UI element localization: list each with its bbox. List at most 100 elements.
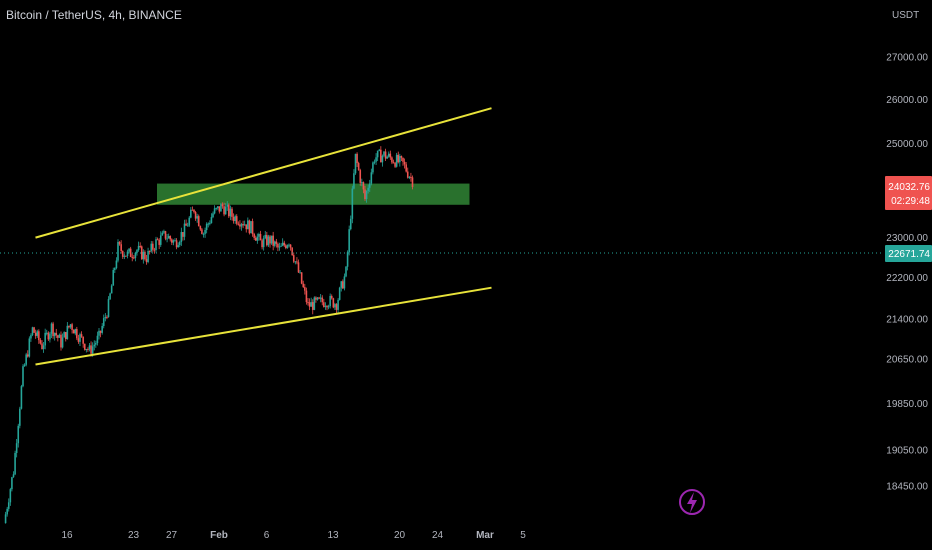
candle-up xyxy=(348,229,350,253)
candle-down xyxy=(384,151,387,159)
candle-up xyxy=(234,216,236,222)
candle-up xyxy=(280,245,282,247)
candle-up xyxy=(376,150,379,158)
candle-up xyxy=(9,489,12,503)
candle-down xyxy=(296,261,298,263)
candle-down xyxy=(362,182,365,190)
candle-up xyxy=(399,156,401,163)
price-tick-label: 19850.00 xyxy=(886,399,928,410)
candle-up xyxy=(117,241,119,261)
candle-down xyxy=(239,224,241,227)
candle-up xyxy=(123,255,126,257)
candle-up xyxy=(316,297,319,300)
time-tick-label: 20 xyxy=(394,530,406,541)
time-tick-label: 5 xyxy=(520,530,526,541)
candle-up xyxy=(196,216,198,219)
candle-down xyxy=(266,234,268,246)
candle-up xyxy=(44,332,46,346)
price-axis[interactable]: 27000.00 26000.00 25000.00 23000.00 22200.00… xyxy=(886,52,928,492)
candle-up xyxy=(102,318,105,327)
candle-up xyxy=(25,354,27,365)
candle-down xyxy=(34,332,37,336)
candle-up xyxy=(286,245,289,249)
candle-down xyxy=(131,256,134,258)
candle-down xyxy=(55,332,58,336)
candle-up xyxy=(345,266,347,277)
candle-up xyxy=(212,213,214,218)
support-resistance-zone[interactable] xyxy=(157,183,470,205)
price-tick-label: 25000.00 xyxy=(886,139,928,150)
lightning-bolt-icon[interactable] xyxy=(679,489,705,515)
candle-up xyxy=(28,338,31,357)
candle-up xyxy=(264,234,267,239)
time-axis[interactable]: 16 23 27 Feb 6 13 20 24 Mar 5 xyxy=(61,530,526,541)
candle-down xyxy=(405,164,407,172)
price-tick-label: 18450.00 xyxy=(886,481,928,492)
candle-down xyxy=(133,257,135,259)
candle-down xyxy=(218,206,221,212)
candle-down xyxy=(248,220,251,234)
candle-down xyxy=(171,239,173,243)
candle-down xyxy=(38,331,40,341)
candle-down xyxy=(380,149,382,163)
candle-down xyxy=(315,297,317,300)
candle-up xyxy=(215,207,217,209)
candle-up xyxy=(213,208,216,214)
candle-down xyxy=(410,176,412,178)
candle-down xyxy=(156,239,159,241)
candle-up xyxy=(22,366,24,387)
price-tick-label: 20650.00 xyxy=(886,355,928,366)
candle-down xyxy=(291,247,293,256)
candle-down xyxy=(41,343,43,350)
candle-up xyxy=(386,156,388,159)
candle-up xyxy=(177,245,179,248)
candle-up xyxy=(96,335,99,344)
upper-channel-trendline[interactable] xyxy=(35,107,492,239)
lower-channel-trendline[interactable] xyxy=(35,286,492,366)
candle-down xyxy=(76,329,78,339)
candle-down xyxy=(261,240,263,248)
candle-up xyxy=(23,364,26,367)
candle-up xyxy=(63,332,65,338)
candle-down xyxy=(120,244,122,252)
candle-down xyxy=(232,216,235,222)
candle-up xyxy=(74,329,77,334)
candle-down xyxy=(292,255,295,262)
candle-up xyxy=(93,344,96,347)
candle-down xyxy=(99,330,102,333)
candle-up xyxy=(250,221,252,234)
candle-down xyxy=(364,189,366,200)
price-tick-label: 26000.00 xyxy=(886,95,928,106)
candle-up xyxy=(408,176,411,178)
candle-down xyxy=(269,236,271,244)
candle-up xyxy=(110,285,113,294)
candle-up xyxy=(267,236,270,246)
candle-up xyxy=(205,223,208,231)
candle-down xyxy=(145,259,148,262)
candle-up xyxy=(240,224,243,227)
candle-up xyxy=(95,343,97,345)
candle-down xyxy=(237,223,240,225)
current-price-value: 24032.76 xyxy=(888,182,930,193)
candle-up xyxy=(20,386,23,409)
candle-down xyxy=(39,340,42,344)
candle-down xyxy=(90,345,92,354)
candle-up xyxy=(69,324,72,328)
time-tick-label: Feb xyxy=(210,530,228,541)
candle-down xyxy=(318,297,320,299)
candle-up xyxy=(91,346,94,354)
candle-down xyxy=(283,242,286,246)
candle-up xyxy=(340,281,343,288)
candle-down xyxy=(82,336,84,344)
candle-up xyxy=(30,335,32,339)
candle-up xyxy=(381,155,384,163)
candle-up xyxy=(188,217,191,226)
candle-down xyxy=(148,250,151,252)
candle-up xyxy=(155,239,157,251)
candle-down xyxy=(242,224,244,226)
candle-down xyxy=(106,316,108,318)
candle-up xyxy=(368,183,371,188)
candle-up xyxy=(159,235,162,245)
candle-up xyxy=(150,243,153,252)
